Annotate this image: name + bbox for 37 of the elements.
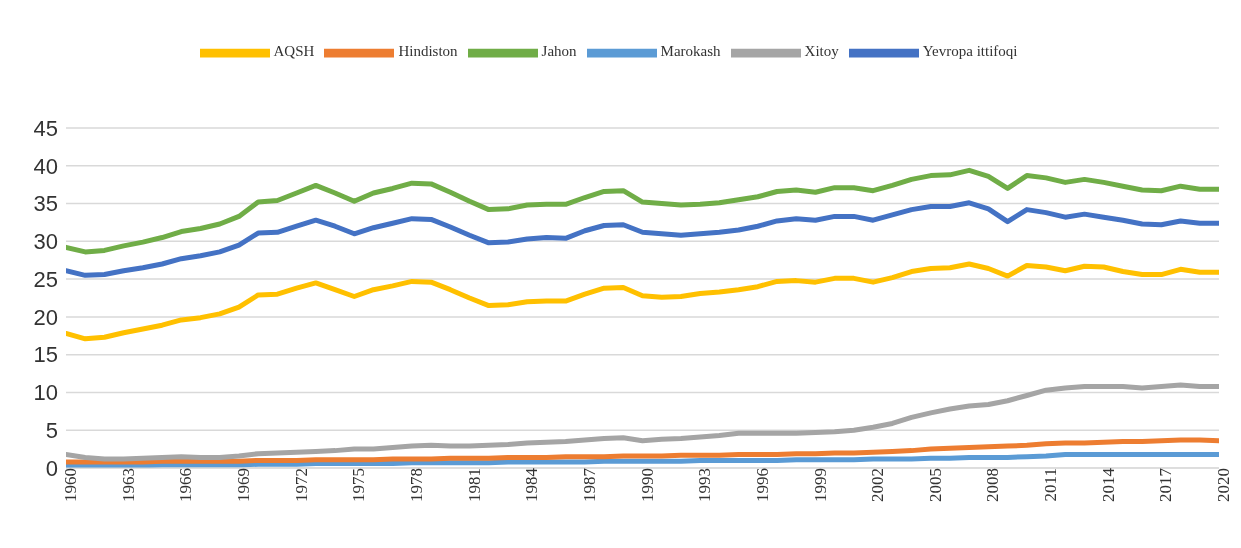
- y-tick-label: 0: [45, 455, 58, 481]
- x-tick-label: 2020: [1214, 468, 1234, 502]
- x-tick-label: 2011: [1041, 468, 1061, 502]
- legend-label: Xitoy: [804, 43, 839, 60]
- x-tick-label: 1990: [637, 468, 657, 502]
- x-tick-label: 2002: [868, 468, 888, 502]
- x-tick-label: 1987: [579, 467, 599, 502]
- x-tick-label: 1981: [464, 468, 484, 502]
- y-tick-label: 5: [45, 418, 58, 444]
- x-tick-label: 1975: [349, 468, 369, 502]
- x-tick-label: 1972: [291, 468, 311, 502]
- legend-label: Hindiston: [398, 43, 458, 60]
- legend-label: Jahon: [541, 43, 577, 60]
- x-tick-label: 2005: [925, 468, 945, 502]
- x-tick-label: 1984: [522, 467, 542, 502]
- y-tick-label: 40: [33, 153, 58, 179]
- y-tick-label: 30: [33, 229, 58, 255]
- legend-label: Yevropa ittifoqi: [922, 43, 1018, 60]
- x-tick-label: 1999: [810, 468, 830, 502]
- y-tick-label: 25: [33, 266, 58, 292]
- x-tick-label: 2008: [983, 468, 1003, 502]
- y-tick-label: 45: [33, 115, 58, 141]
- legend-label: AQSH: [273, 43, 315, 60]
- y-tick-label: 20: [33, 304, 58, 330]
- x-tick-label: 2017: [1156, 467, 1176, 502]
- x-tick-label: 1963: [118, 468, 138, 502]
- legend-label: Marokash: [660, 43, 721, 60]
- y-tick-label: 35: [33, 191, 58, 217]
- x-tick-label: 1993: [695, 468, 715, 502]
- x-tick-label: 1966: [176, 468, 196, 502]
- x-tick-label: 1960: [61, 468, 81, 502]
- x-tick-label: 1969: [234, 468, 254, 502]
- x-tick-label: 1996: [752, 468, 772, 502]
- x-tick-label: 1978: [406, 468, 426, 502]
- x-tick-label: 2014: [1098, 467, 1118, 502]
- y-tick-label: 15: [33, 342, 58, 368]
- y-tick-label: 10: [33, 380, 58, 406]
